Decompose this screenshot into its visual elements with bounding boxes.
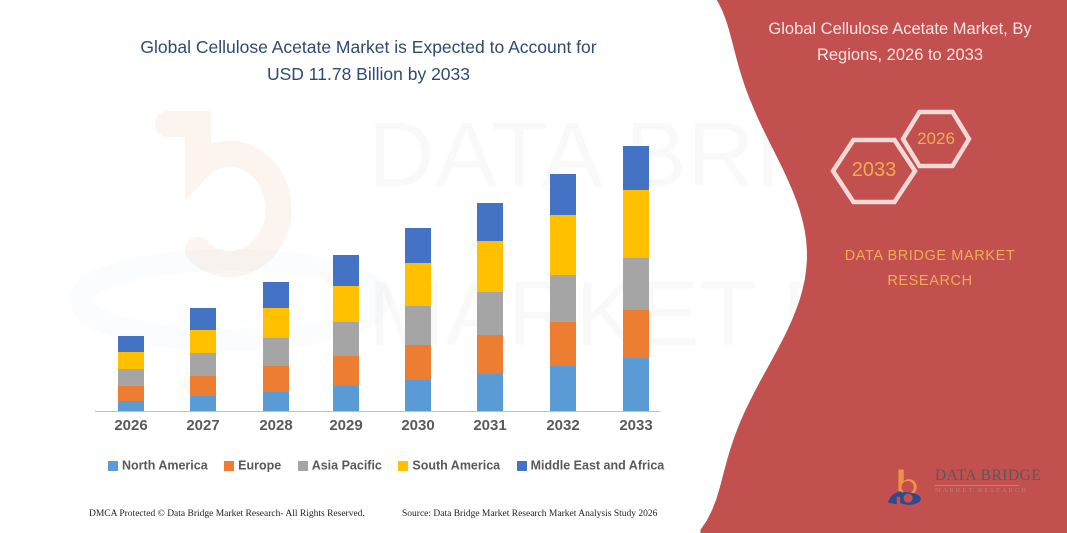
svg-text:2033: 2033 — [852, 159, 897, 181]
svg-text:2026: 2026 — [917, 129, 955, 148]
